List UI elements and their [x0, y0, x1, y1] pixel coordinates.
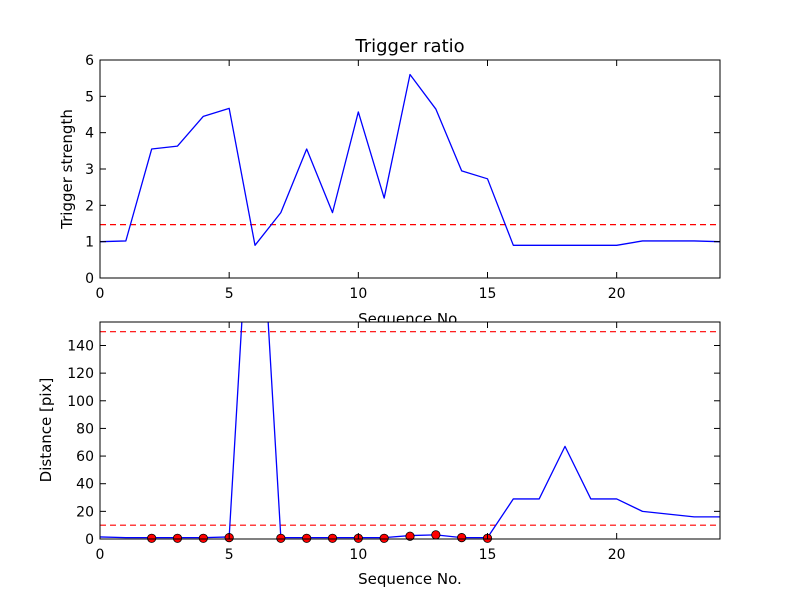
data-point [405, 531, 415, 541]
x-tick-label: 10 [349, 286, 367, 302]
series-line [100, 73, 720, 246]
x-tick-label: 10 [349, 547, 367, 563]
y-tick-label: 80 [76, 421, 94, 437]
y-axis-label: Distance [pix] [37, 378, 55, 483]
y-tick-label: 1 [85, 235, 94, 251]
x-tick-label: 0 [96, 547, 105, 563]
y-tick-label: 2 [85, 198, 94, 214]
plot-area-background [100, 322, 720, 539]
x-axis-label: Sequence No. [358, 570, 462, 588]
y-tick-label: 6 [85, 53, 94, 69]
x-tick-label: 20 [608, 286, 626, 302]
y-tick-label: 5 [85, 89, 94, 105]
y-tick-label: 4 [85, 126, 94, 142]
y-tick-label: 120 [67, 366, 94, 382]
data-point [276, 533, 286, 543]
x-tick-label: 5 [225, 286, 234, 302]
y-tick-label: 40 [76, 477, 94, 493]
data-point [198, 533, 208, 543]
plot-frame [99, 321, 721, 540]
data-point [302, 533, 312, 543]
y-axis-label: Trigger strength [58, 109, 76, 230]
y-tick-label: 20 [76, 504, 94, 520]
data-point [431, 530, 441, 540]
data-point [379, 533, 389, 543]
y-tick-label: 0 [85, 532, 94, 548]
data-point [172, 533, 183, 543]
y-tick-label: 100 [67, 394, 94, 410]
chart-title: Trigger ratio [354, 36, 464, 57]
x-tick-label: 15 [479, 286, 497, 302]
x-tick-label: 5 [225, 547, 234, 563]
data-point [147, 533, 157, 543]
y-tick-label: 140 [67, 338, 94, 354]
x-tick-label: 20 [608, 547, 626, 563]
y-tick-label: 0 [85, 271, 94, 287]
y-tick-label: 60 [76, 449, 94, 465]
data-point [457, 533, 467, 543]
plot-area-background [100, 60, 720, 278]
x-tick-label: 0 [96, 286, 105, 302]
y-tick-label: 3 [85, 162, 94, 178]
x-tick-label: 15 [479, 547, 497, 563]
data-point [327, 533, 338, 543]
